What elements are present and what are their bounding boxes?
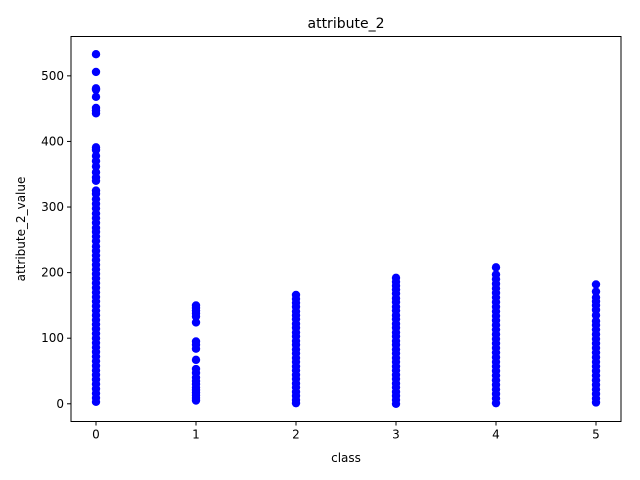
y-tick-label: 400 [41, 134, 64, 148]
y-tick-label: 100 [41, 331, 64, 345]
y-tick-label: 500 [41, 69, 64, 83]
data-point [191, 396, 201, 405]
data-point [591, 287, 601, 296]
data-point [91, 162, 101, 171]
y-tick-label: 200 [41, 266, 64, 280]
y-axis-ticks: 0 100 200 300 400 500 [41, 69, 71, 411]
data-point [91, 397, 101, 407]
x-tick-label: 1 [192, 428, 200, 442]
data-point [591, 311, 601, 320]
x-tick-label: 2 [292, 428, 300, 442]
x-axis-ticks: 0 1 2 3 4 5 [92, 421, 600, 442]
data-point [191, 318, 201, 327]
data-point [91, 50, 101, 59]
data-points [91, 50, 601, 408]
plot-frame [70, 36, 622, 422]
data-point [591, 398, 601, 407]
data-point [491, 398, 501, 408]
data-point [291, 398, 301, 408]
y-tick-label: 0 [56, 397, 64, 411]
y-tick-label: 300 [41, 200, 64, 214]
y-axis-label: attribute_2_value [14, 177, 28, 282]
x-tick-label: 5 [592, 428, 600, 442]
x-tick-label: 0 [92, 428, 100, 442]
data-point [191, 312, 201, 321]
data-point [591, 280, 601, 289]
data-point [91, 145, 101, 155]
data-point [91, 109, 101, 118]
x-tick-label: 4 [492, 428, 500, 442]
data-point [191, 344, 201, 353]
x-tick-label: 3 [392, 428, 400, 442]
x-axis-label: class [331, 451, 361, 465]
chart-title: attribute_2 [308, 16, 385, 32]
data-point [91, 92, 101, 102]
data-point [391, 399, 401, 408]
data-point [191, 355, 201, 365]
data-point [91, 85, 101, 94]
data-point [491, 263, 501, 272]
data-point [91, 67, 101, 77]
data-point [91, 176, 101, 185]
